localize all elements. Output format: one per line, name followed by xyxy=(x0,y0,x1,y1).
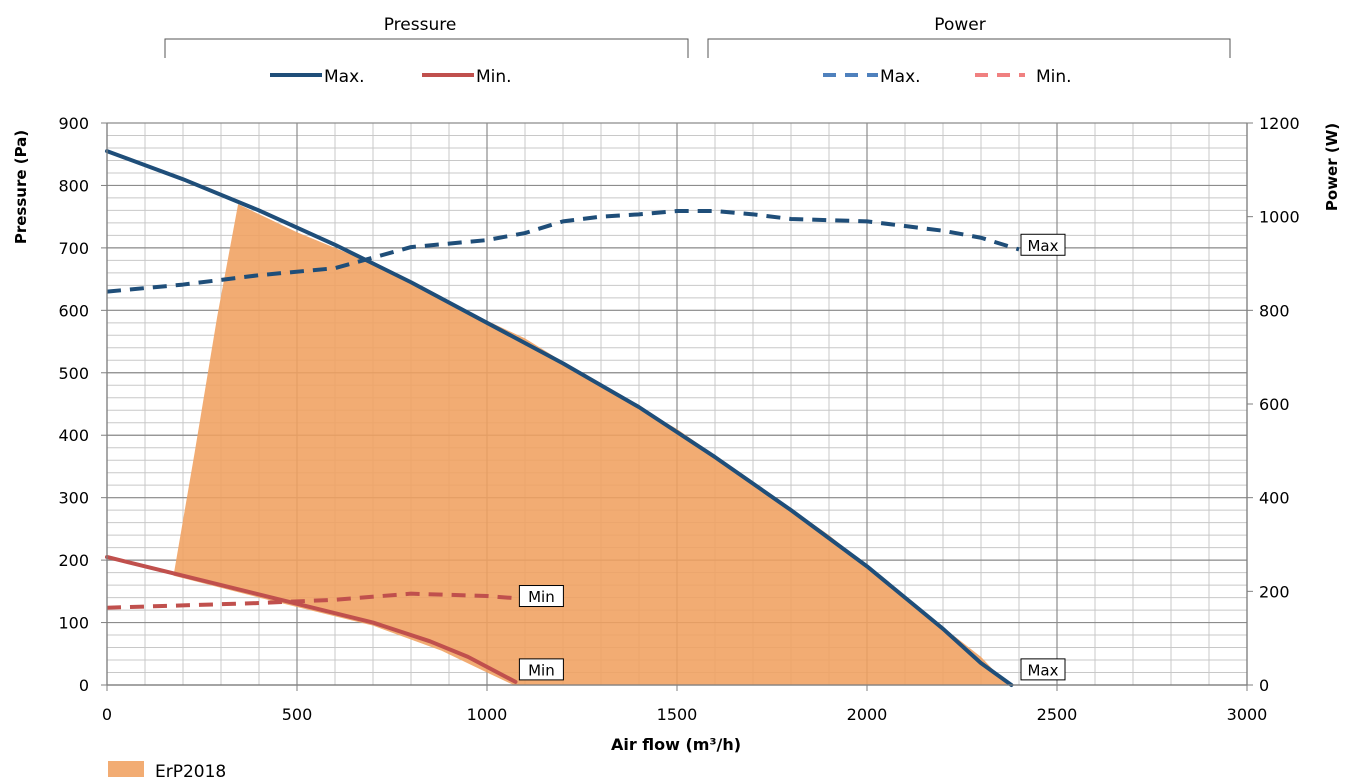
x-tick-label: 1000 xyxy=(467,705,508,724)
y-tick-label-right: 800 xyxy=(1259,301,1290,320)
axes-layer xyxy=(101,122,1253,691)
series-line-pressure-max xyxy=(105,149,1014,687)
legend-bracket-power xyxy=(707,38,1231,58)
annotation-box xyxy=(1020,658,1066,681)
annotation-box xyxy=(518,585,564,608)
x-tick-label: 0 xyxy=(102,705,112,724)
y-tick-label-right: 1000 xyxy=(1259,208,1300,227)
x-axis-label: Air flow (m³/h) xyxy=(611,735,741,754)
series-line-power-max xyxy=(106,209,1020,294)
y-axis-label-right: Power (W) xyxy=(1323,123,1341,211)
series-line-power-min xyxy=(106,591,518,610)
y-tick-label-right: 1200 xyxy=(1259,114,1300,133)
y-axis-label-left: Pressure (Pa) xyxy=(12,130,30,244)
y-tick-label-left: 100 xyxy=(58,614,89,633)
series-layer xyxy=(105,149,1020,687)
legend-group-title-power: Power xyxy=(934,15,985,35)
legend-label-pressure-max: Max. xyxy=(324,67,365,87)
annotation-label: Min xyxy=(528,588,555,606)
y-tick-label-right: 0 xyxy=(1259,676,1269,695)
y-tick-label-left: 600 xyxy=(58,301,89,320)
y-tick-label-left: 300 xyxy=(58,489,89,508)
annotation-label: Min xyxy=(528,661,555,679)
x-tick-label: 1500 xyxy=(657,705,698,724)
legend-group-title-pressure: Pressure xyxy=(384,15,457,35)
x-tick-label: 2000 xyxy=(847,705,888,724)
annotations-layer: Max Min Min Max xyxy=(518,233,1066,681)
erp2018-area xyxy=(173,204,1008,685)
y-tick-label-right: 200 xyxy=(1259,582,1290,601)
y-tick-label-left: 800 xyxy=(58,176,89,195)
tick-labels: 0 500 1000 1500 2000 2500 30000100200300400500… xyxy=(58,114,1299,724)
y-tick-label-left: 500 xyxy=(58,364,89,383)
x-tick-label: 500 xyxy=(282,705,313,724)
legend-label-pressure-min: Min. xyxy=(476,67,512,87)
series-line-pressure-min xyxy=(105,554,518,684)
y-tick-label-right: 400 xyxy=(1259,489,1290,508)
x-tick-label: 3000 xyxy=(1227,705,1268,724)
y-tick-label-left: 900 xyxy=(58,114,89,133)
y-tick-label-right: 600 xyxy=(1259,395,1290,414)
legend-bracket-pressure xyxy=(164,38,689,58)
legend-label-erp2018: ErP2018 xyxy=(155,762,226,782)
x-tick-label: 2500 xyxy=(1037,705,1078,724)
annotation-box xyxy=(518,658,564,681)
y-tick-label-left: 400 xyxy=(58,426,89,445)
legend-label-power-max: Max. xyxy=(880,67,921,87)
annotation-box xyxy=(1020,233,1066,256)
annotation-label: Max xyxy=(1027,237,1058,255)
y-tick-label-left: 700 xyxy=(58,239,89,258)
y-tick-label-left: 200 xyxy=(58,551,89,570)
erp2018-area-layer xyxy=(173,204,1008,685)
legend-label-power-min: Min. xyxy=(1036,67,1072,87)
legend-swatch-erp2018 xyxy=(108,761,144,777)
y-tick-label-left: 0 xyxy=(79,676,89,695)
annotation-label: Max xyxy=(1027,661,1058,679)
legend: Pressure Max. Min. Power Max. Min. ErP2018 xyxy=(108,15,1231,782)
